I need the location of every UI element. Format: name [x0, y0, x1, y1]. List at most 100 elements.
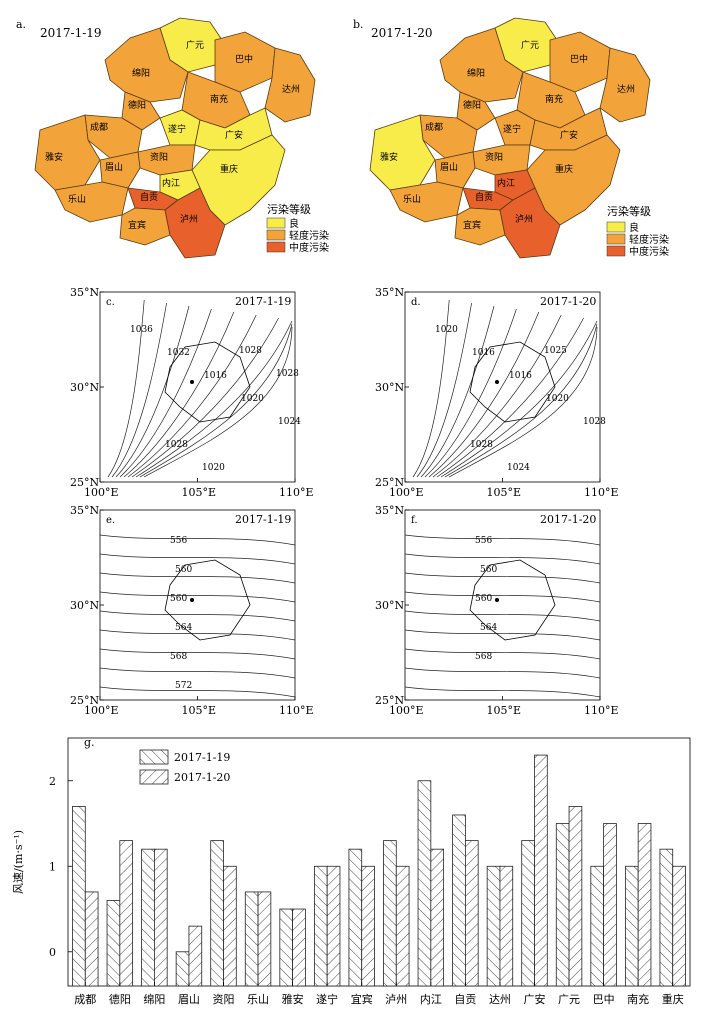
city-label: 内江 [162, 177, 180, 189]
x-tick-label: 105°E [182, 704, 217, 717]
city-label: 泸州 [515, 214, 533, 225]
bar [119, 840, 134, 987]
legend-swatch-moderate [606, 245, 626, 257]
legend-label: 2017-1-19 [174, 751, 230, 764]
x-tick-label: 资阳 [213, 993, 235, 1006]
contour-line [99, 686, 296, 698]
city-label: 巴中 [570, 53, 588, 65]
city-label: 德阳 [128, 99, 146, 111]
legend-label-light: 轻度污染 [629, 233, 669, 246]
contour-line [412, 299, 450, 478]
bar [637, 823, 652, 987]
region-deyang [121, 91, 161, 131]
contour-label: 1028 [239, 346, 262, 356]
bar [326, 865, 341, 987]
panel-date: 2017-1-19 [40, 26, 102, 40]
y-tick-label: 35°N [375, 504, 404, 517]
city-label: 乐山 [403, 193, 421, 205]
city-marker [495, 598, 499, 602]
plot-frame [404, 509, 601, 701]
panel-label: a. [16, 18, 27, 31]
city-label: 雅安 [380, 151, 398, 163]
contour-label: 556 [170, 536, 187, 546]
bar [383, 840, 397, 987]
legend-swatch-moderate [266, 241, 286, 253]
legend-label-good: 良 [629, 221, 639, 234]
x-tick-label: 内江 [420, 992, 442, 1006]
contour-label: 564 [480, 623, 497, 633]
plot-frame [99, 291, 296, 483]
contour-line [123, 311, 235, 478]
contour-label: 564 [175, 623, 192, 633]
panel-label: e. [106, 515, 115, 526]
x-tick-label: 宜宾 [351, 992, 373, 1006]
contour-label: 1016 [204, 371, 227, 381]
contour-line [135, 320, 293, 478]
x-tick-label: 成都 [74, 993, 96, 1006]
city-label: 遂宁 [168, 123, 186, 135]
legend-swatch-light [266, 229, 286, 241]
contour-label: 1025 [544, 346, 567, 356]
region-dazhou [264, 47, 316, 123]
bar [603, 823, 617, 987]
contour-panels: c. 2017-1-19 1036 1032 1016 1020 1024 1028 1020 1… [70, 286, 619, 717]
y-tick-label: 30°N [70, 381, 99, 394]
x-tick-label: 100°E [389, 486, 424, 499]
panel-date: 2017-1-20 [540, 295, 596, 308]
city-marker [495, 380, 499, 384]
y-tick-label: 30°N [70, 599, 99, 612]
contour-line [404, 553, 601, 565]
contour-label: 1020 [202, 463, 225, 473]
contour-line [111, 302, 167, 478]
province-outline [164, 341, 251, 423]
contour-label: 1024 [507, 463, 530, 473]
contour-panel: c. 2017-1-19 1036 1032 1016 1020 1024 1028 1020 1… [70, 286, 314, 499]
x-tick-label: 100°E [84, 486, 119, 499]
bar [257, 891, 272, 987]
contour-label: 1036 [130, 325, 153, 335]
contour-line [139, 323, 293, 478]
city-label: 资阳 [485, 152, 503, 163]
contour-label: 568 [170, 652, 187, 662]
x-tick-label: 巴中 [593, 993, 615, 1006]
region-leshan [389, 181, 464, 223]
bar [348, 848, 363, 987]
city-label: 重庆 [555, 163, 573, 175]
x-tick-label: 绵阳 [143, 992, 165, 1006]
legend-swatch-good [266, 217, 286, 229]
panel-date: 2017-1-19 [235, 513, 291, 526]
contour-label: 560 [175, 565, 192, 575]
y-tick-label: 25°N [70, 476, 99, 489]
y-tick-label: 2 [49, 775, 56, 788]
panel-date: 2017-1-20 [371, 26, 433, 40]
bar [361, 865, 375, 987]
contour-label: 556 [475, 536, 492, 546]
bar [534, 754, 548, 987]
bar [84, 891, 99, 987]
contour-line [404, 610, 601, 622]
contour-line [404, 591, 601, 603]
wind-speed-bar-chart: g. 0 1 2 风速/(m·s⁻¹) 成都 德阳 绵阳 眉山 资阳 乐山 雅安 遂宁 宜宾 泸州 内江 自贡… [12, 736, 691, 1006]
x-tick-label: 广元 [558, 993, 580, 1006]
contour-line [420, 305, 495, 478]
bar [210, 840, 224, 987]
contour-panel: e. 2017-1-19 556 560 560 564 568 572 35°N 30°N 25°… [70, 504, 314, 717]
plot-frame [99, 509, 296, 701]
map-panel-a: a. 2017-1-19 广元 巴中 绵阳 达州 南充 德阳 遂宁 成都 广安 [10, 10, 340, 265]
contour-label: 568 [475, 652, 492, 662]
plot-frame [67, 737, 691, 987]
contour-label: 1024 [278, 417, 301, 427]
bar [590, 865, 605, 987]
city-label: 广元 [186, 39, 204, 51]
y-tick-label: 35°N [375, 286, 404, 299]
province-outline [164, 559, 251, 641]
city-label: 绵阳 [467, 67, 485, 79]
contour-line [416, 302, 472, 478]
map-panel-b: b. 2017-1-20 广元 巴中 绵阳 达州 南充 德阳 遂宁 成都 广安 资阳 雅安 眉山 重庆内… [345, 10, 685, 265]
bar [395, 865, 410, 987]
city-label: 成都 [90, 121, 108, 133]
city-label: 广安 [560, 129, 578, 141]
bar [153, 848, 168, 987]
city-label: 自贡 [140, 191, 158, 203]
legend-label-moderate: 中度污染 [629, 245, 669, 258]
